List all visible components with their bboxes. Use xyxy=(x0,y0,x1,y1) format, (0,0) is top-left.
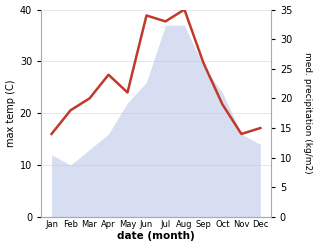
Y-axis label: med. precipitation (kg/m2): med. precipitation (kg/m2) xyxy=(303,52,313,174)
X-axis label: date (month): date (month) xyxy=(117,231,195,242)
Y-axis label: max temp (C): max temp (C) xyxy=(5,80,16,147)
